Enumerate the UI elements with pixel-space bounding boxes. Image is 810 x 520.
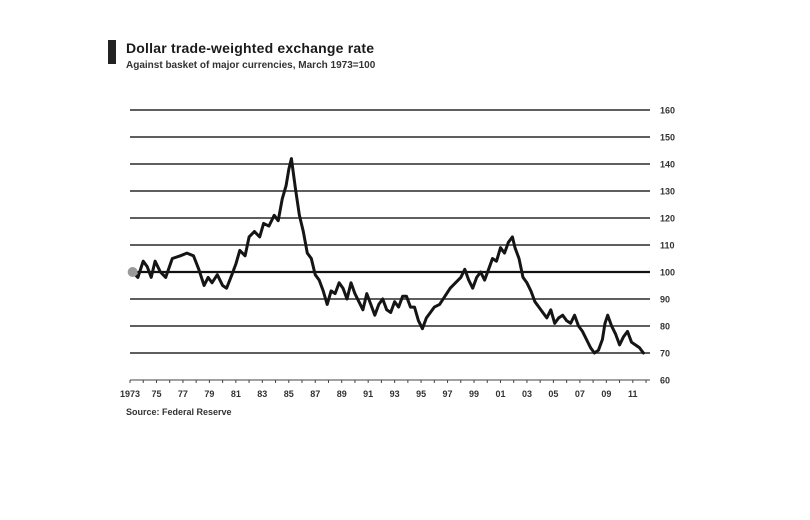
x-tick-label: 97 [443,389,453,399]
title-accent-bar [108,40,116,64]
x-tick-label: 89 [337,389,347,399]
x-tick-label: 75 [151,389,161,399]
x-tick-label: 11 [628,389,638,399]
chart-subtitle: Against basket of major currencies, Marc… [126,60,376,71]
series-line-0 [131,157,645,355]
y-tick-label: 110 [660,241,675,251]
y-tick-label: 130 [660,187,675,197]
y-tick-label: 90 [660,295,670,305]
y-tick-label: 70 [660,349,670,359]
x-tick-label: 05 [548,389,558,399]
x-tick-label: 79 [204,389,214,399]
x-tick-label: 85 [284,389,294,399]
x-tick-label: 91 [363,389,373,399]
x-tick-label: 1973 [120,389,140,399]
x-axis: 1973 75 77 79 81 83 85 87 89 91 93 95 97 99 01 03 05 07 09… [120,380,647,399]
y-axis: 60 70 80 90 100 110 120 130 140 150 160 [660,106,675,386]
series-start-point [127,267,138,277]
gridlines [130,109,650,381]
y-tick-label: 80 [660,322,670,332]
x-tick-label: 09 [601,389,611,399]
y-tick-label: 140 [660,160,675,170]
y-tick-label: 120 [660,214,675,224]
x-tick-label: 03 [522,389,532,399]
y-tick-label: 100 [660,268,675,278]
x-tick-label: 07 [575,389,585,399]
x-tick-label: 93 [390,389,400,399]
x-tick-label: 81 [231,389,241,399]
x-tick-label: 01 [495,389,505,399]
source-note: Source: Federal Reserve [126,407,232,417]
x-tick-label: 95 [416,389,426,399]
x-tick-label: 83 [257,389,267,399]
y-tick-label: 150 [660,133,675,143]
y-tick-label: 60 [660,376,670,386]
x-tick-label: 77 [178,389,188,399]
y-tick-label: 160 [660,106,675,116]
x-tick-label: 99 [469,389,479,399]
chart-title: Dollar trade-weighted exchange rate [126,40,375,56]
series-group [127,157,645,355]
x-tick-label: 87 [310,389,320,399]
